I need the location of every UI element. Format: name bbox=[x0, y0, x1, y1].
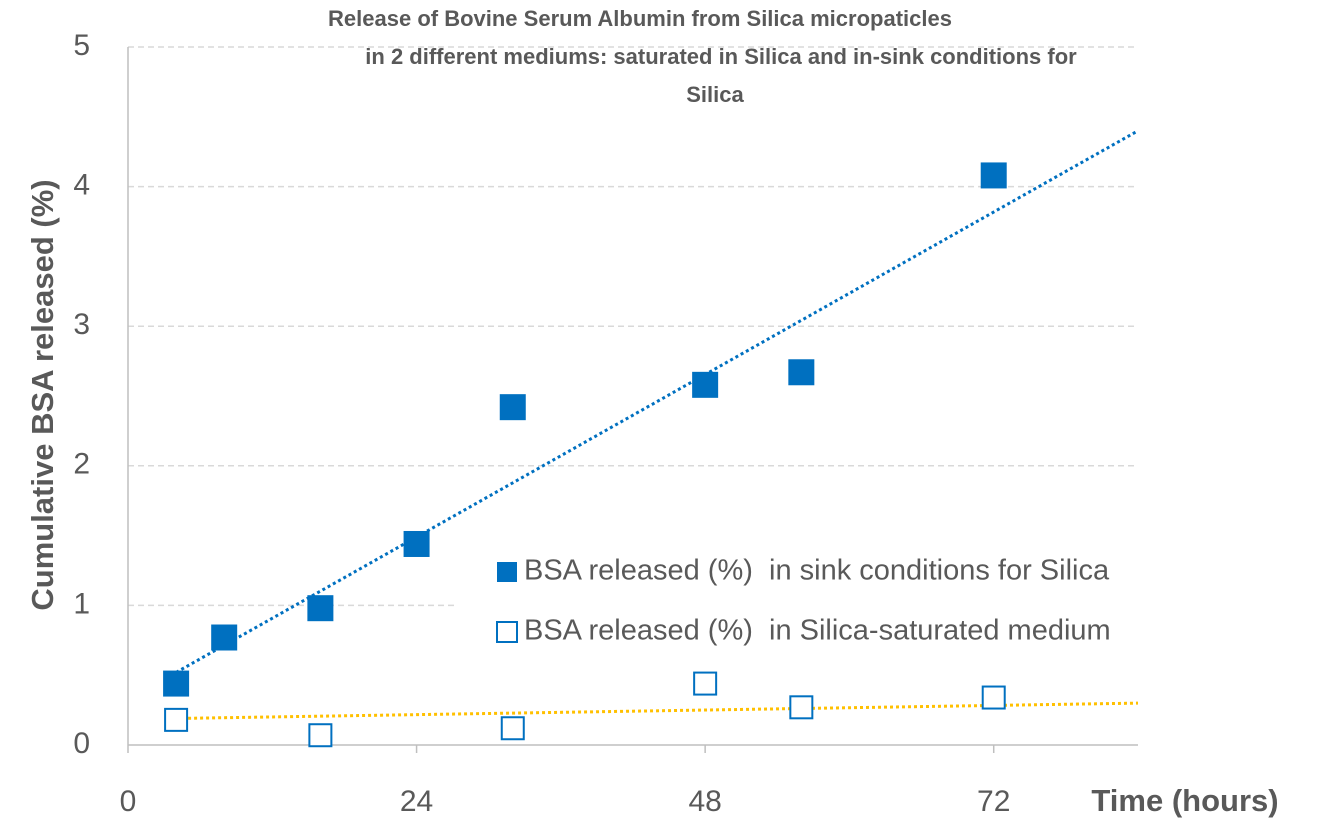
marker bbox=[788, 359, 815, 386]
trendline bbox=[175, 129, 1139, 674]
y-tick-label: 4 bbox=[73, 169, 90, 202]
y-tick-label: 3 bbox=[73, 308, 90, 341]
chart-title: in 2 different mediums: saturated in Sil… bbox=[365, 44, 1077, 69]
marker bbox=[403, 530, 430, 557]
chart-title: Silica bbox=[686, 82, 744, 107]
y-tick-label: 5 bbox=[73, 29, 90, 62]
marker bbox=[980, 162, 1007, 189]
y-tick-label: 2 bbox=[73, 448, 90, 481]
x-tick-label: 48 bbox=[688, 785, 721, 818]
y-tick-label: 0 bbox=[73, 727, 90, 760]
marker bbox=[307, 595, 334, 622]
legend-label: BSA released (%) in sink conditions for … bbox=[524, 555, 1110, 587]
x-tick-label: 72 bbox=[977, 785, 1010, 818]
x-tick-label: 0 bbox=[120, 785, 137, 818]
marker bbox=[308, 723, 333, 748]
y-axis-label: Cumulative BSA released (%) bbox=[25, 179, 60, 610]
marker bbox=[163, 670, 190, 697]
y-tick-label: 1 bbox=[73, 587, 90, 620]
legend-box bbox=[455, 545, 1290, 665]
marker bbox=[789, 695, 814, 720]
marker bbox=[164, 707, 189, 732]
x-axis-label: Time (hours) bbox=[1091, 783, 1278, 818]
trendline bbox=[176, 701, 1139, 720]
marker bbox=[981, 685, 1006, 710]
marker bbox=[693, 671, 718, 696]
x-tick-label: 24 bbox=[400, 785, 433, 818]
marker bbox=[211, 624, 238, 651]
marker bbox=[692, 371, 719, 398]
marker bbox=[500, 716, 525, 741]
legend-label: BSA released (%) in Silica-saturated med… bbox=[524, 615, 1111, 647]
legend-swatch bbox=[497, 562, 517, 582]
marker bbox=[499, 394, 526, 421]
legend-swatch bbox=[496, 621, 518, 643]
chart-title: Release of Bovine Serum Albumin from Sil… bbox=[328, 6, 952, 31]
